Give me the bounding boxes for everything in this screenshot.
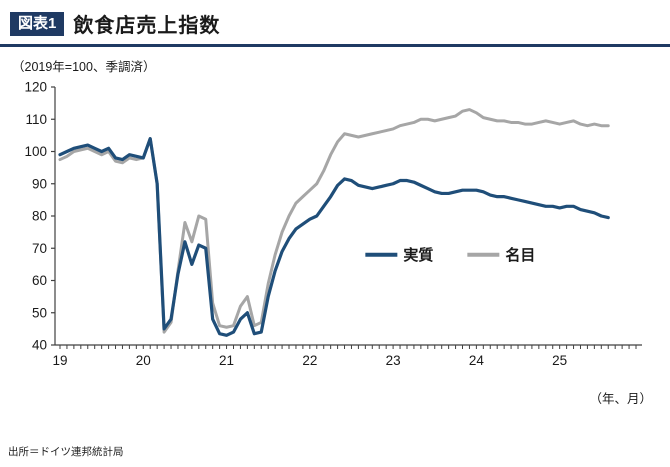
nominal-series-line xyxy=(58,108,610,334)
sales-index-line-chart: 40 50 60 70 80 90 100 110 120 19 20 21 22 23 24 25 実質 名目 xyxy=(24,80,642,368)
y-tick-label: 90 xyxy=(32,176,47,191)
x-tick-label: 24 xyxy=(469,353,485,368)
y-tick-label: 100 xyxy=(24,144,47,159)
y-tick-label: 110 xyxy=(25,112,47,127)
x-tick-label: 22 xyxy=(302,353,317,368)
y-tick-label: 40 xyxy=(32,338,47,353)
header-rule xyxy=(0,44,670,47)
x-axis-unit-note: （年、月） xyxy=(589,392,652,406)
source-note: 出所＝ドイツ連邦統計局 xyxy=(8,446,124,458)
y-tick-label: 80 xyxy=(32,209,47,224)
figure-badge: 図表1 xyxy=(10,11,65,36)
y-tick-label: 120 xyxy=(24,80,47,95)
chart-header: 図表1 飲食店売上指数 xyxy=(0,0,670,44)
x-tick-label: 23 xyxy=(386,353,401,368)
x-tick-label: 25 xyxy=(552,353,567,368)
y-tick-label: 60 xyxy=(32,273,47,288)
x-tick-label: 20 xyxy=(136,353,151,368)
legend-label-real: 実質 xyxy=(403,246,433,264)
x-tick-label: 19 xyxy=(52,353,67,368)
y-tick-label: 50 xyxy=(32,305,47,320)
legend: 実質 名目 xyxy=(365,246,535,264)
x-tick-label: 21 xyxy=(219,353,234,368)
y-tick-label: 70 xyxy=(32,241,47,256)
real-series-line xyxy=(58,136,610,337)
legend-label-nominal: 名目 xyxy=(505,246,535,264)
chart-title: 飲食店売上指数 xyxy=(73,15,221,37)
chart-subtitle: （2019年=100、季調済） xyxy=(12,60,156,74)
